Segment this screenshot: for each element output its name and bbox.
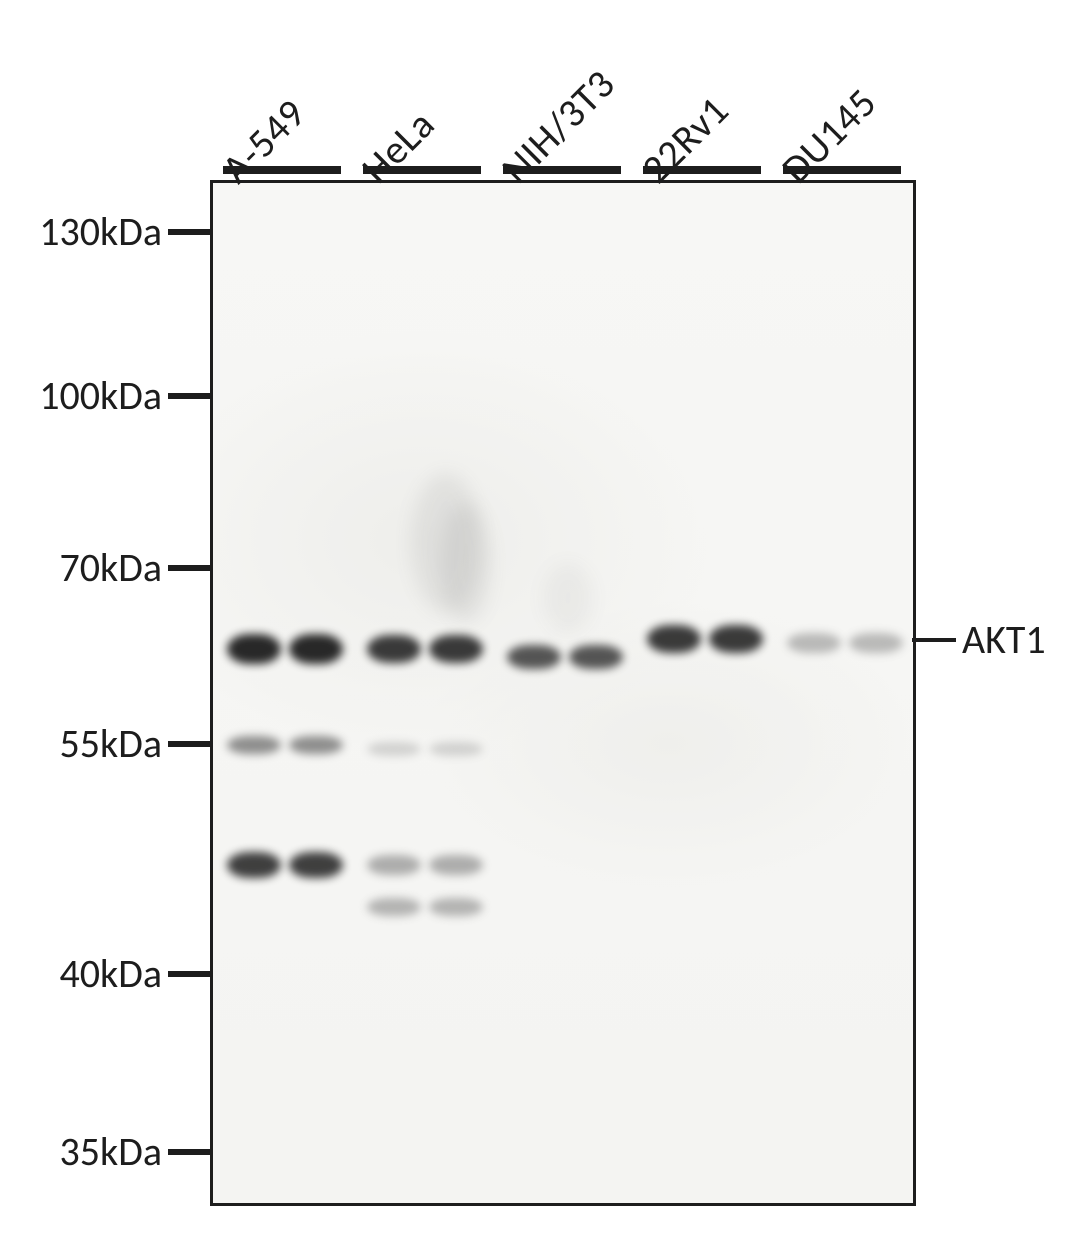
mw-marker-label: 70kDa (0, 543, 162, 592)
blot-band (367, 855, 421, 875)
lane-headbar (783, 166, 901, 174)
mw-marker-tick (168, 971, 210, 977)
lane-headbar (223, 166, 341, 174)
blot-smudge (441, 503, 491, 623)
blot-band (367, 898, 421, 916)
blot-band (849, 633, 903, 653)
mw-marker-tick (168, 1149, 210, 1155)
mw-marker-tick (168, 565, 210, 571)
blot-band (429, 855, 483, 875)
blot-band (289, 852, 343, 878)
lane-label: A-549 (211, 89, 315, 193)
blot-band (227, 852, 281, 878)
mw-marker-label: 100kDa (0, 371, 162, 420)
blot-background (213, 183, 913, 1203)
lane-label: DU145 (771, 78, 886, 193)
blot-band (709, 625, 763, 653)
blot-band (507, 645, 561, 669)
mw-marker-label: 35kDa (0, 1127, 162, 1176)
blot-band (227, 634, 281, 664)
blot-band (787, 633, 841, 653)
mw-marker-tick (168, 229, 210, 235)
mw-marker-label: 55kDa (0, 719, 162, 768)
blot-band (569, 645, 623, 669)
blot-band (367, 635, 421, 663)
mw-marker-label: 40kDa (0, 949, 162, 998)
blot-smudge (543, 563, 593, 633)
blot-band (289, 736, 343, 754)
western-blot-figure: A-549HeLaNIH/3T322Rv1DU145 130kDa100kDa7… (0, 0, 1080, 1240)
blot-band (367, 742, 421, 756)
target-label: AKT1 (962, 615, 1046, 664)
blot-band (429, 635, 483, 663)
blot-band (227, 736, 281, 754)
blot-band (429, 898, 483, 916)
lane-label: 22Rv1 (631, 86, 738, 193)
mw-marker-label: 130kDa (0, 207, 162, 256)
blot-band (647, 625, 701, 653)
mw-marker-tick (168, 741, 210, 747)
blot-band (289, 634, 343, 664)
lane-headbar (503, 166, 621, 174)
lane-headbar (363, 166, 481, 174)
target-tick (912, 638, 956, 642)
blot-frame (210, 180, 916, 1206)
blot-band (429, 742, 483, 756)
lane-headbar (643, 166, 761, 174)
mw-marker-tick (168, 393, 210, 399)
